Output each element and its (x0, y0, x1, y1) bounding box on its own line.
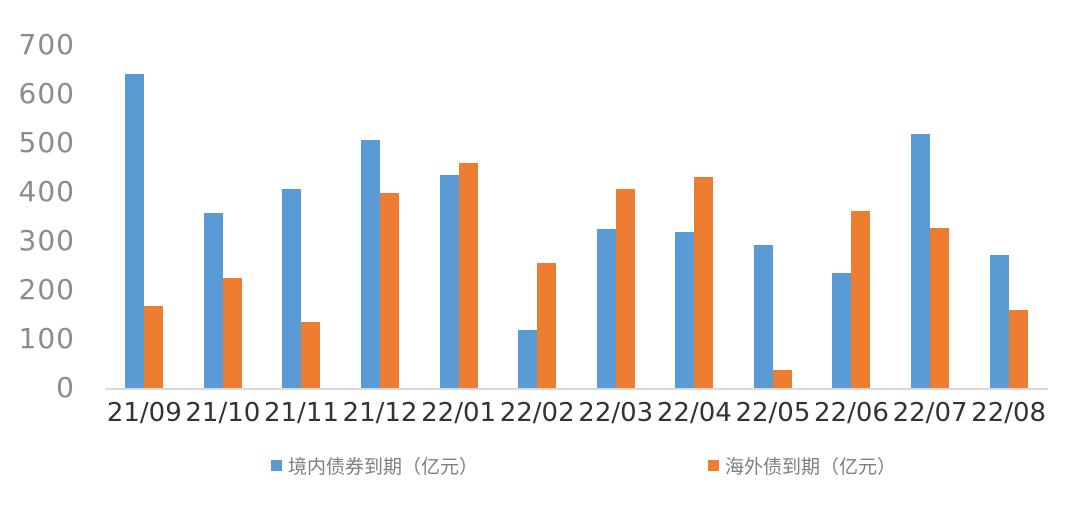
bar-group (262, 45, 341, 388)
bar-domestic (596, 228, 616, 388)
y-tick-label: 500 (18, 126, 75, 159)
bar-group (498, 45, 577, 388)
bar-group (184, 45, 263, 388)
bar-domestic (989, 254, 1009, 388)
x-tick-label: 22/02 (499, 398, 575, 428)
bar-group (734, 45, 813, 388)
legend-item-domestic: 境内债券到期（亿元） (271, 452, 478, 479)
y-tick-label: 600 (18, 77, 75, 110)
bar-overseas (694, 176, 714, 388)
bar-domestic (753, 244, 773, 388)
bar-overseas (301, 321, 321, 388)
bar-group (105, 45, 184, 388)
bar-overseas (615, 188, 635, 388)
bar-group (891, 45, 970, 388)
x-tick-label: 21/10 (185, 398, 261, 428)
bar-domestic (518, 329, 538, 388)
chart-main: 0 100 200 300 400 500 600 700 (0, 31, 1048, 402)
x-tick-label: 22/06 (814, 398, 889, 428)
bar-domestic (439, 175, 459, 388)
x-tick-label: 22/05 (735, 398, 811, 428)
bar-group (655, 45, 734, 388)
bar-domestic (675, 231, 695, 388)
bar-group (812, 45, 891, 388)
bar-domestic (203, 213, 223, 388)
plot-area (105, 45, 1048, 390)
legend-swatch-domestic-icon (271, 460, 282, 471)
bar-group (969, 45, 1048, 388)
bar-overseas (222, 278, 242, 388)
legend-item-overseas: 海外债到期（亿元） (708, 452, 896, 479)
x-tick-label: 21/11 (263, 398, 339, 428)
bar-domestic (911, 133, 931, 388)
bar-overseas (1008, 309, 1028, 388)
bar-domestic (832, 272, 852, 388)
x-axis-labels: 21/09 21/10 21/11 21/12 22/01 22/02 22/03 22/04… (105, 390, 1048, 428)
y-axis: 0 100 200 300 400 500 600 700 (0, 31, 105, 402)
bar-overseas (537, 262, 557, 388)
x-tick-label: 22/03 (578, 398, 654, 428)
legend-swatch-overseas-icon (708, 460, 720, 471)
x-tick-label: 22/01 (421, 398, 497, 428)
bar-overseas (930, 227, 950, 388)
y-tick-label: 200 (18, 273, 75, 306)
y-tick-label: 100 (18, 322, 75, 355)
bar-domestic (282, 188, 302, 388)
legend-label-overseas: 海外债到期（亿元） (725, 456, 897, 478)
bar-overseas (851, 210, 871, 388)
x-tick-label: 21/09 (106, 398, 182, 428)
bar-group (341, 45, 420, 388)
bar-overseas (458, 162, 478, 388)
x-tick-label: 22/08 (971, 398, 1047, 428)
x-tick-label: 22/07 (892, 398, 968, 428)
bar-overseas (144, 305, 164, 388)
y-tick-label: 300 (18, 224, 75, 257)
y-tick-label: 400 (18, 175, 75, 208)
bar-domestic (361, 139, 381, 388)
y-tick-label: 700 (18, 28, 75, 61)
bar-groups (105, 45, 1048, 388)
x-tick-label: 22/04 (656, 398, 732, 428)
bar-overseas (380, 193, 400, 388)
x-tick-label: 21/12 (342, 398, 418, 428)
y-tick-label: 0 (56, 371, 75, 404)
legend-label-domestic: 境内债券到期（亿元） (288, 456, 479, 478)
bar-group (576, 45, 655, 388)
legend: 境内债券到期（亿元） 海外债到期（亿元） (0, 452, 1080, 479)
bar-domestic (125, 73, 145, 388)
bar-overseas (772, 369, 792, 388)
bar-group (419, 45, 498, 388)
